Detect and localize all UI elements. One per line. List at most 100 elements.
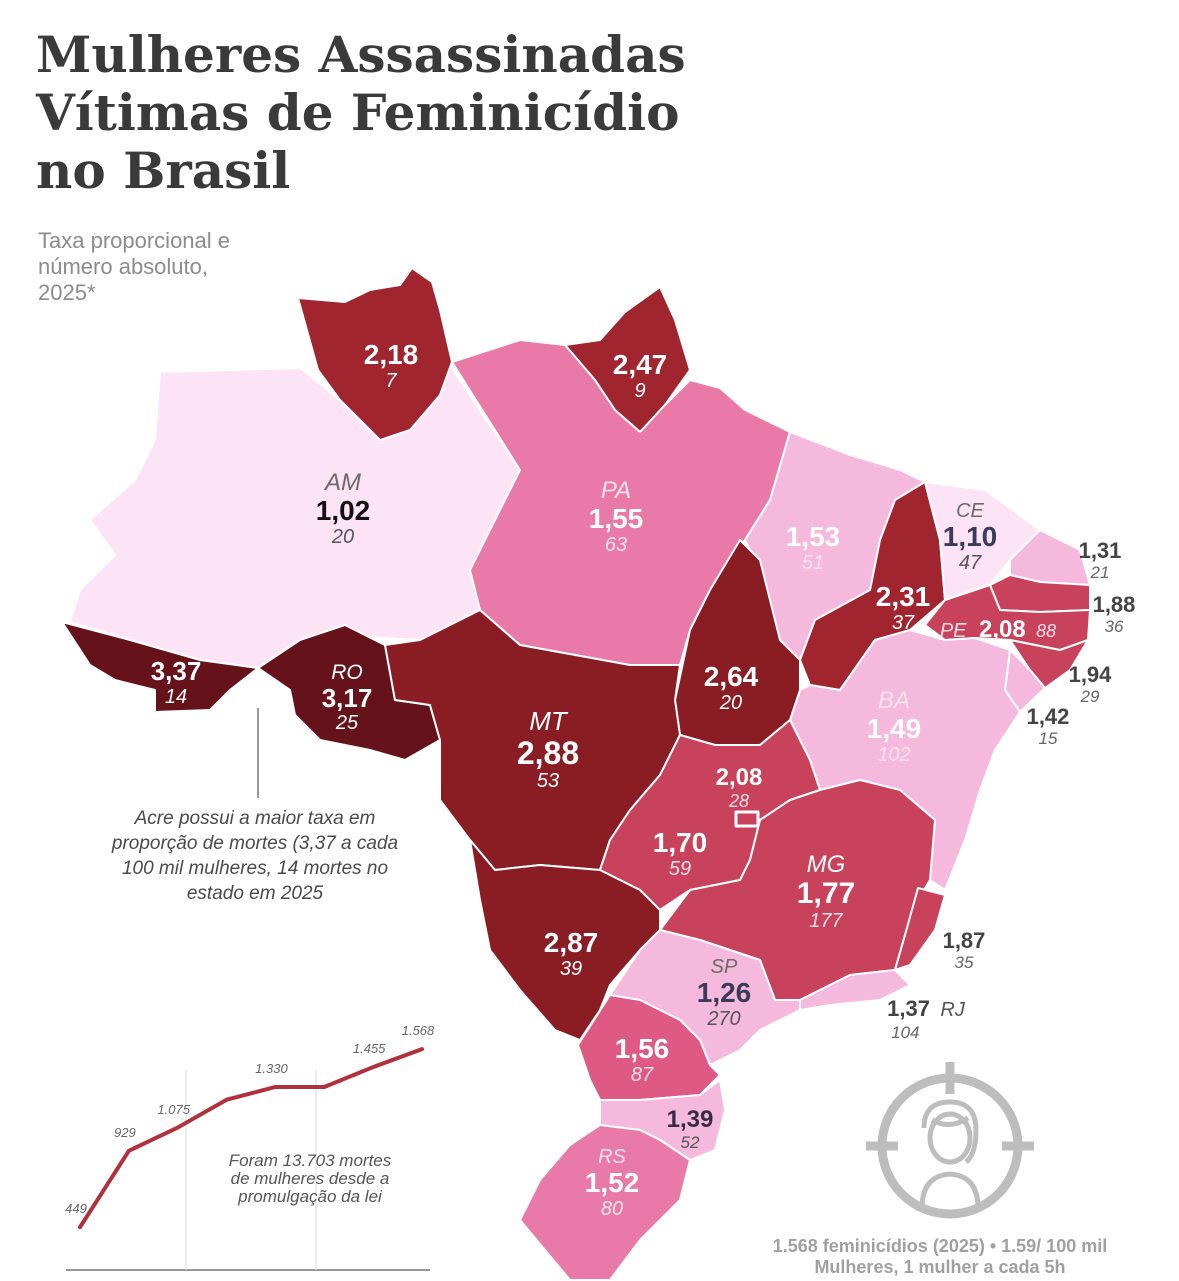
pe-abbr: PE: [939, 620, 967, 642]
pi-count: 37: [891, 612, 915, 634]
state-ac[interactable]: [61, 621, 259, 713]
am-abbr: AM: [325, 469, 361, 496]
page-title: Mulheres Assassinadas Vítimas de Feminic…: [36, 26, 686, 200]
title-line-2: Vítimas de Feminicídio: [36, 83, 680, 142]
acre-note-line-1: Acre possui a maior taxa em: [134, 808, 376, 829]
label-df: 2,08 28: [716, 766, 763, 812]
df-rate: 2,08: [715, 764, 763, 791]
ro-rate: 3,17: [321, 683, 373, 713]
label-to: 2,64 20: [704, 662, 759, 715]
chart-note-line-1: Foram 13.703 mortes: [228, 1151, 392, 1170]
go-rate: 1,70: [652, 827, 708, 858]
title-line-3: no Brasil: [36, 141, 291, 200]
subtitle-line-1: Taxa proporcional e: [38, 228, 231, 253]
ma-rate: 1,53: [785, 521, 841, 552]
ma-count: 51: [801, 552, 825, 574]
chart-point-label: 929: [113, 1124, 136, 1140]
rn-rate: 1,31: [1078, 538, 1122, 563]
chart-point-label: 1.455: [352, 1041, 386, 1057]
label-pr: 1,56 87: [614, 1033, 670, 1087]
label-rn: 1,31 21: [1079, 540, 1122, 584]
label-pb: 1,88 36: [1093, 594, 1136, 638]
title-line-1: Mulheres Assassinadas: [36, 25, 686, 84]
sc-count: 52: [680, 1133, 700, 1152]
pb-rate: 1,88: [1092, 592, 1136, 617]
rs-abbr: RS: [598, 1146, 626, 1168]
state-rs[interactable]: [519, 1124, 691, 1281]
sp-abbr: SP: [710, 956, 738, 978]
woman-target-icon: [866, 1062, 1034, 1219]
label-ro: RO 3,17 25: [321, 662, 373, 735]
ba-count: 102: [877, 744, 911, 766]
sp-rate: 1,26: [696, 977, 752, 1008]
label-mt: MT 2,88 53: [517, 706, 579, 792]
label-ma: 1,53 51: [785, 521, 841, 575]
chart-point-label: 1.568: [401, 1023, 435, 1039]
state-df[interactable]: [734, 810, 760, 828]
se-rate: 1,42: [1026, 704, 1070, 729]
df-count: 28: [728, 791, 750, 811]
rr-count: 7: [385, 370, 397, 392]
label-ce: CE 1,10 47: [943, 500, 998, 574]
rj-count: 104: [891, 1023, 920, 1042]
pe-count: 88: [1036, 621, 1057, 641]
pr-count: 87: [630, 1064, 654, 1086]
pa-count: 63: [604, 534, 628, 556]
mg-rate: 1,77: [796, 877, 856, 910]
label-pa: PA 1,55 63: [588, 478, 644, 557]
rr-rate: 2,18: [363, 339, 419, 370]
mt-count: 53: [536, 770, 560, 792]
state-pr[interactable]: [577, 994, 721, 1101]
label-rr: 2,18 7: [363, 339, 419, 393]
chart-note-line-2: de mulheres desde a: [230, 1169, 390, 1188]
chart-note-line-3: promulgação da lei: [238, 1187, 382, 1206]
mg-count: 177: [809, 910, 843, 932]
subtitle-line-3: 2025*: [38, 280, 96, 305]
acre-note-line-3: 100 mil mulheres, 14 mortes no: [121, 858, 389, 879]
rs-count: 80: [600, 1198, 624, 1220]
ce-rate: 1,10: [942, 521, 998, 552]
mg-abbr: MG: [806, 851, 846, 878]
sc-rate: 1,39: [666, 1106, 714, 1133]
ac-rate: 3,37: [150, 656, 202, 686]
rn-count: 21: [1090, 563, 1110, 582]
am-count: 20: [331, 526, 355, 548]
ap-count: 9: [634, 380, 646, 402]
rs-rate: 1,52: [584, 1167, 640, 1198]
label-am: AM 1,02 20: [316, 469, 371, 549]
label-pe: PE 2,08 88: [940, 616, 1056, 644]
pa-rate: 1,55: [588, 503, 644, 534]
footer: 1.568 feminicídios (2025) • 1.59/ 100 mi…: [740, 1236, 1140, 1278]
rj-abbr: RJ: [940, 999, 965, 1021]
se-count: 15: [1038, 729, 1058, 748]
label-es: 1,87 35: [943, 930, 986, 974]
label-ap: 2,47 9: [613, 350, 668, 403]
mt-abbr: MT: [529, 706, 567, 736]
ms-rate: 2,87: [543, 927, 599, 958]
label-go: 1,70 59: [652, 827, 708, 881]
subtitle-line-2: número absoluto,: [38, 254, 208, 279]
sp-count: 270: [707, 1008, 741, 1030]
label-se: 1,42 15: [1027, 706, 1070, 750]
label-sp: SP 1,26 270: [697, 956, 752, 1030]
pe-rate: 2,08: [978, 616, 1026, 643]
state-rj[interactable]: [799, 969, 911, 1011]
acre-note-line-2: proporção de mortes (3,37 a cada: [111, 833, 399, 854]
acre-note-line-4: estado em 2025: [186, 883, 324, 904]
state-am[interactable]: [69, 364, 521, 669]
label-ba: BA 1,49 102: [867, 688, 922, 767]
ro-count: 25: [335, 712, 359, 734]
state-rr[interactable]: [297, 267, 453, 441]
al-count: 29: [1080, 687, 1100, 706]
chart-point-label: 449: [65, 1201, 87, 1217]
footer-line-1: 1.568 feminicídios (2025) • 1.59/ 100 mi…: [772, 1236, 1108, 1256]
state-es[interactable]: [894, 887, 946, 971]
label-mg: MG 1,77 177: [796, 851, 856, 933]
pi-rate: 2,31: [875, 581, 931, 612]
ms-count: 39: [559, 958, 583, 980]
pr-rate: 1,56: [614, 1033, 670, 1064]
label-rs: RS 1,52 80: [585, 1146, 640, 1220]
al-rate: 1,94: [1068, 662, 1112, 687]
label-rj: 1,37 RJ 104: [887, 996, 965, 1044]
